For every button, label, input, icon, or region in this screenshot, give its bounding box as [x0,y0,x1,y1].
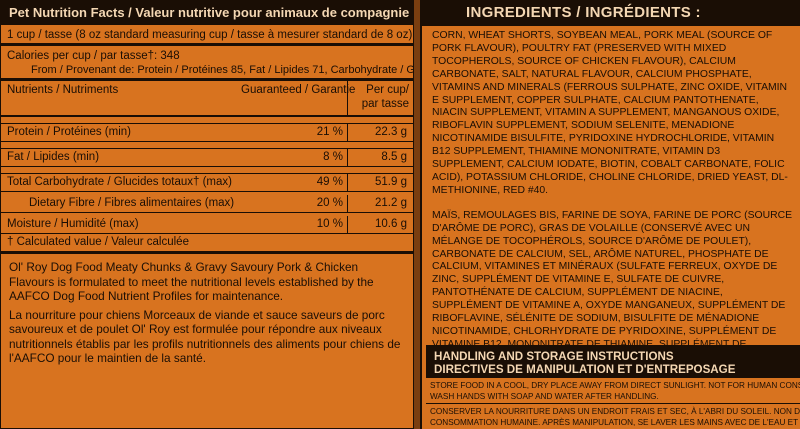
calories-block: Calories per cup / par tasse†: 348 From … [1,46,413,81]
nutrient-name: Total Carbohydrate / Glucides totaux† (m… [7,176,232,188]
nutrient-row-fibre: Dietary Fibre / Fibres alimentaires (max… [1,195,413,213]
handling-text-fr: CONSERVER LA NOURRITURE DANS UN ENDROIT … [426,403,800,428]
ingredients-list-en: CORN, WHEAT SHORTS, SOYBEAN MEAL, PORK M… [432,30,788,196]
nutrient-per-cup: 10.6 g [375,218,407,230]
nutrient-per-cup: 21.2 g [375,197,407,209]
handling-storage-section: HANDLING AND STORAGE INSTRUCTIONS DIRECT… [426,345,800,429]
col-guaranteed: Guaranteed / Garantie [241,84,356,96]
col-nutrients: Nutrients / Nutriments [7,84,119,96]
nutrient-name: Moisture / Humidité (max) [7,218,139,230]
nutrient-name: Dietary Fibre / Fibres alimentaires (max… [29,197,235,209]
nutrient-row-protein: Protein / Protéines (min) 21 % 22.3 g [1,123,413,142]
calories-breakdown: From / Provenant de: Protein / Protéines… [31,64,413,76]
calories-per-cup: Calories per cup / par tasse†: 348 [7,50,180,62]
ingredients-title: INGREDIENTS / INGRÉDIENTS : [422,0,800,26]
ingredients-panel: INGREDIENTS / INGRÉDIENTS : CORN, WHEAT … [420,0,800,429]
nutrient-guaranteed: 8 % [323,151,343,163]
nutrient-per-cup: 51.9 g [375,176,407,188]
col-per-cup: Per cup/ par tasse [361,84,409,110]
aafco-statement-fr: La nourriture pour chiens Morceaux de vi… [9,307,401,366]
nutrient-name: Fat / Lipides (min) [7,151,100,163]
calculated-value-note: † Calculated value / Valeur calculée [1,234,413,254]
nutrition-facts-title: Pet Nutrition Facts / Valeur nutritive p… [1,1,413,25]
handling-title: HANDLING AND STORAGE INSTRUCTIONS DIRECT… [426,347,800,378]
nutrient-row-moisture: Moisture / Humidité (max) 10 % 10.6 g [1,216,413,234]
nutrient-guaranteed: 10 % [316,218,343,230]
nutrient-row-fat: Fat / Lipides (min) 8 % 8.5 g [1,148,413,167]
nutrient-row-carbohydrate: Total Carbohydrate / Glucides totaux† (m… [1,173,413,192]
nutrition-facts-panel: Pet Nutrition Facts / Valeur nutritive p… [0,0,414,429]
nutrient-per-cup: 8.5 g [381,151,407,163]
nutrient-name: Protein / Protéines (min) [7,126,131,138]
serving-size: 1 cup / tasse (8 oz standard measuring c… [1,25,413,46]
aafco-statement-en: Ol' Roy Dog Food Meaty Chunks & Gravy Sa… [9,260,374,303]
handling-text-en: STORE FOOD IN A COOL, DRY PLACE AWAY FRO… [430,381,800,401]
nutrient-guaranteed: 49 % [316,176,343,188]
nutrient-guaranteed: 20 % [316,197,343,209]
nutrient-guaranteed: 21 % [316,126,343,138]
nutrient-per-cup: 22.3 g [375,126,407,138]
nutrients-table-header: Nutrients / Nutriments Guaranteed / Gara… [1,81,413,117]
